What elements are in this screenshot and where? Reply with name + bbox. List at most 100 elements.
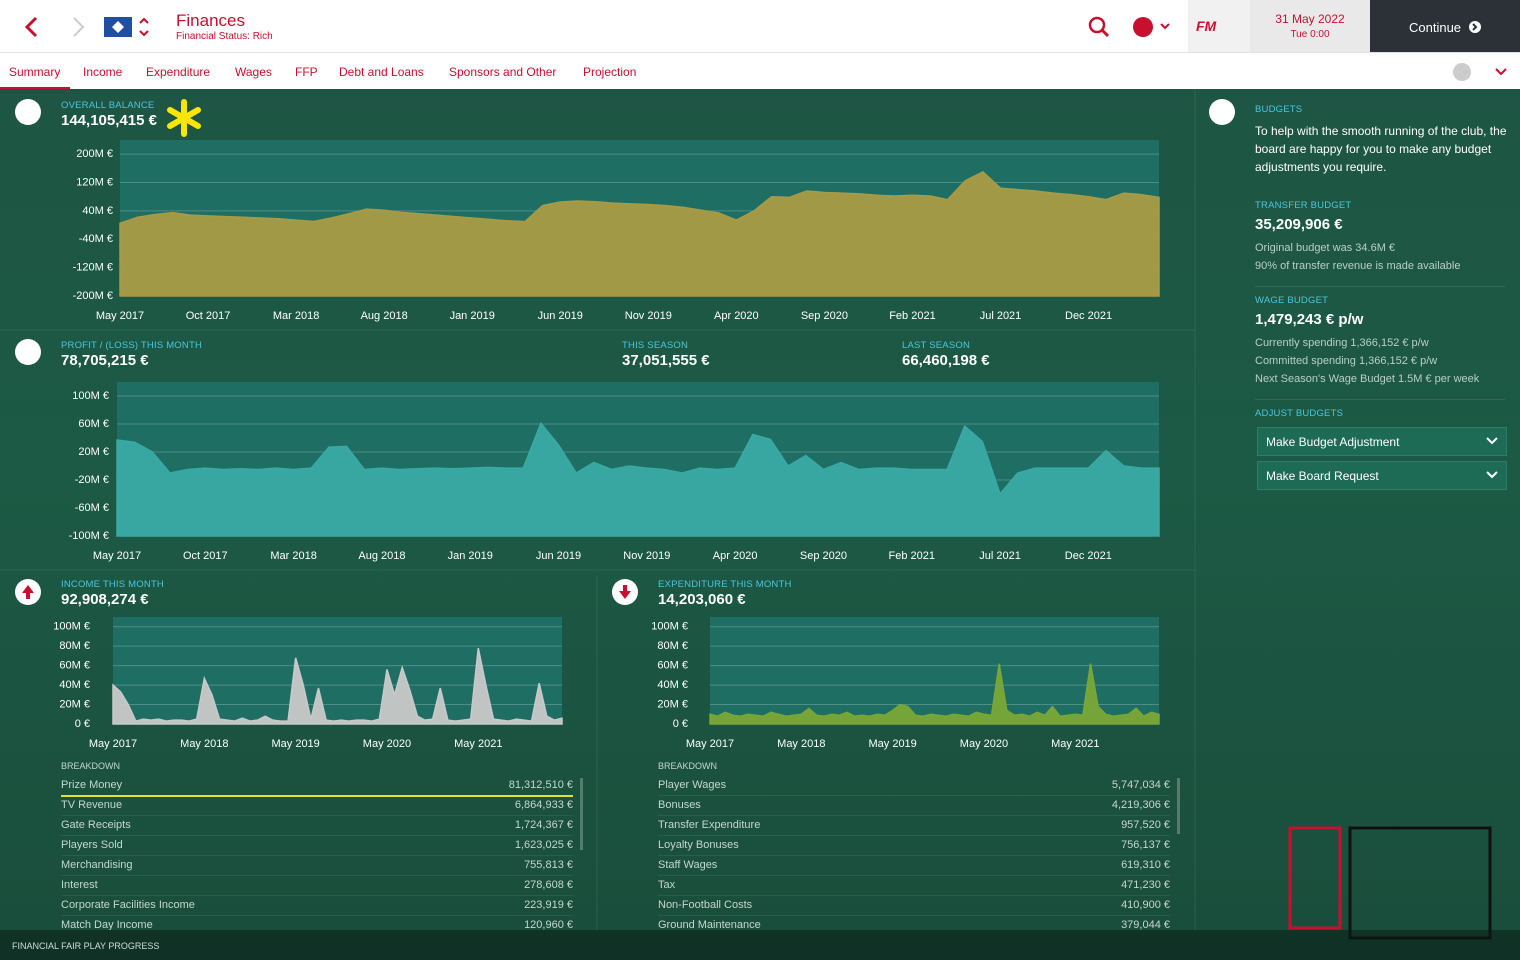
profit-label: PROFIT / (LOSS) THIS MONTH	[61, 340, 203, 351]
transfer-note: Original budget was 34.6M €	[1255, 242, 1396, 254]
breakdown-row[interactable]: Merchandising 755,813 €	[61, 855, 573, 876]
breakdown-row[interactable]: Match Day Income 120,960 €	[61, 915, 573, 930]
balance-icon	[15, 99, 41, 125]
page-title: Finances	[176, 11, 245, 30]
wage-note: Currently spending 1,366,152 € p/w	[1255, 337, 1429, 349]
budgets-intro: To help with the smooth running of the c…	[1255, 124, 1507, 174]
x-tick-label: Jan 2019	[448, 550, 493, 562]
tab[interactable]: Summary	[9, 65, 61, 79]
x-tick-label: Oct 2017	[186, 310, 231, 322]
dropdown-button[interactable]: Make Board Request	[1257, 461, 1507, 490]
x-tick-label: Jun 2019	[536, 550, 581, 562]
x-tick-label: May 2018	[180, 738, 228, 750]
footer-label: FINANCIAL FAIR PLAY PROGRESS	[12, 941, 160, 951]
breakdown-row[interactable]: Player Wages 5,747,034 €	[658, 775, 1170, 796]
budget-icon	[1209, 99, 1235, 125]
expenditure-breakdown: Player Wages 5,747,034 € Bonuses 4,219,306 …	[658, 775, 1170, 930]
breakdown-row[interactable]: Corporate Facilities Income 223,919 €	[61, 895, 573, 916]
x-tick-label: May 2017	[686, 738, 734, 750]
y-tick-label: 100M €	[651, 621, 688, 633]
tab[interactable]: Debt and Loans	[339, 65, 424, 79]
row-value: 471,230 €	[1121, 879, 1170, 891]
help-icons[interactable]	[1452, 62, 1512, 82]
tab[interactable]: Income	[83, 65, 123, 79]
continue-label: Continue	[1409, 20, 1462, 35]
tab[interactable]: Sponsors and Other	[449, 65, 557, 79]
watermark-frame	[1288, 826, 1342, 930]
continue-button[interactable]	[1370, 0, 1520, 52]
date: 31 May 2022	[1275, 12, 1345, 26]
tab[interactable]: FFP	[295, 65, 318, 79]
y-tick-label: 200M €	[76, 148, 113, 160]
income-value: 92,908,274 €	[61, 591, 149, 608]
breakdown-row[interactable]: Players Sold 1,623,025 €	[61, 835, 573, 856]
balance-value: 144,105,415 €	[61, 112, 157, 129]
transfer-note: 90% of transfer revenue is made availabl…	[1255, 260, 1461, 272]
dropdown-button[interactable]: Make Budget Adjustment	[1257, 427, 1507, 456]
x-tick-label: Feb 2021	[889, 550, 935, 562]
scrollbar	[1177, 778, 1180, 834]
area	[112, 647, 563, 725]
y-tick-label: -120M €	[73, 262, 113, 274]
x-tick-label: Mar 2018	[273, 310, 319, 322]
row-label: Non-Football Costs	[658, 899, 753, 911]
breakdown-row[interactable]: Ground Maintenance 379,044 €	[658, 915, 1170, 930]
breakdown-title: BREAKDOWN	[61, 761, 121, 771]
x-tick-label: Jul 2021	[979, 550, 1021, 562]
row-value: 4,219,306 €	[1111, 799, 1170, 811]
y-tick-label: 40M €	[657, 679, 688, 691]
tab[interactable]: Expenditure	[146, 65, 211, 79]
separator	[1255, 286, 1505, 287]
club-badge	[104, 17, 149, 37]
expenditure-label: EXPENDITURE THIS MONTH	[658, 579, 792, 590]
y-tick-label: 40M €	[82, 205, 113, 217]
page-subtitle: Financial Status: Rich	[176, 31, 273, 42]
date-block	[1250, 0, 1370, 52]
balance-label: OVERALL BALANCE	[61, 100, 155, 111]
y-tick-label: 0 €	[75, 718, 90, 730]
breakdown-row[interactable]: Non-Football Costs 410,900 €	[658, 895, 1170, 916]
row-value: 756,137 €	[1121, 839, 1170, 851]
breakdown-row[interactable]: Transfer Expenditure 957,520 €	[658, 815, 1170, 836]
breakdown-row[interactable]: Interest 278,608 €	[61, 875, 573, 896]
brand-block[interactable]	[1188, 0, 1250, 52]
y-tick-label: 60M €	[78, 418, 109, 430]
x-tick-label: Mar 2018	[270, 550, 316, 562]
expenditure-value: 14,203,060 €	[658, 591, 746, 608]
row-label: Loyalty Bonuses	[658, 839, 739, 851]
y-tick-label: 80M €	[59, 640, 90, 652]
footer-bar[interactable]	[0, 930, 1520, 960]
x-tick-label: Apr 2020	[713, 550, 758, 562]
breakdown-row[interactable]: Staff Wages 619,310 €	[658, 855, 1170, 876]
breakdown-row[interactable]: TV Revenue 6,864,933 €	[61, 795, 573, 816]
down-arrow	[619, 585, 631, 599]
y-tick-label: 0 €	[673, 718, 688, 730]
season-value: 37,051,555 €	[622, 352, 710, 369]
brand: FM	[1196, 18, 1217, 34]
breakdown-row[interactable]: Loyalty Bonuses 756,137 €	[658, 835, 1170, 856]
toolbar-icons[interactable]	[1088, 16, 1178, 38]
breakdown-row[interactable]: Bonuses 4,219,306 €	[658, 795, 1170, 816]
tab[interactable]: Projection	[583, 65, 637, 79]
x-tick-label: Aug 2018	[358, 550, 405, 562]
x-tick-label: May 2017	[93, 550, 141, 562]
tab[interactable]: Wages	[235, 65, 272, 79]
y-tick-label: 20M €	[657, 698, 688, 710]
active-tab-underline	[0, 87, 70, 89]
breakdown-row[interactable]: Tax 471,230 €	[658, 875, 1170, 896]
watermark-frame	[1348, 826, 1492, 940]
nav-arrows[interactable]	[20, 14, 100, 40]
x-tick-label: May 2021	[454, 738, 502, 750]
row-value: 619,310 €	[1121, 859, 1170, 871]
area	[119, 171, 1160, 297]
breakdown-row[interactable]: Gate Receipts 1,724,367 €	[61, 815, 573, 836]
y-tick-label: 120M €	[76, 176, 113, 188]
x-tick-label: Nov 2019	[625, 310, 672, 322]
y-tick-label: 20M €	[78, 446, 109, 458]
last-season-value: 66,460,198 €	[902, 352, 990, 369]
breakdown-row[interactable]: Prize Money 81,312,510 €	[61, 775, 573, 797]
row-value: 278,608 €	[524, 879, 573, 891]
x-tick-label: May 2019	[868, 738, 916, 750]
row-label: Bonuses	[658, 799, 701, 811]
